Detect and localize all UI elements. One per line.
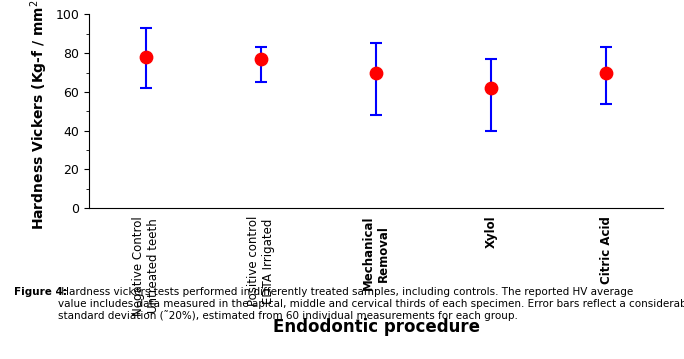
Point (256, 56, 267, 62)
Point (371, 70, 382, 75)
Text: Figure 4:: Figure 4: (14, 287, 66, 297)
Y-axis label: Hardness Vickers (Kg-f / mm$^2$): Hardness Vickers (Kg-f / mm$^2$) (28, 0, 50, 230)
X-axis label: Endodontic procedure: Endodontic procedure (273, 318, 479, 336)
Point (486, 85, 497, 91)
Point (601, 70, 611, 75)
Text: Hardness vickers tests performed in differently treated samples, including contr: Hardness vickers tests performed in diff… (58, 287, 684, 322)
Point (141, 54, 152, 60)
